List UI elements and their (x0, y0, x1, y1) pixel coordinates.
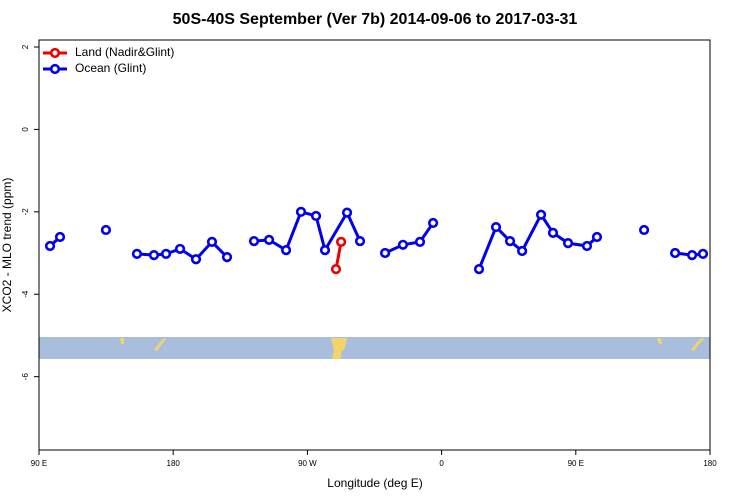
series-point (581, 240, 593, 252)
series-point (547, 227, 559, 238)
series-point (160, 248, 172, 259)
series-point (221, 252, 233, 263)
series-point (490, 221, 502, 233)
series-point (341, 207, 353, 218)
series-point (562, 238, 574, 249)
series-point (504, 235, 516, 247)
x-tick-label: 0 (439, 459, 444, 468)
y-tick-label: -2 (21, 208, 30, 216)
y-axis-label: XCO2 - MLO trend (ppm) (0, 178, 14, 313)
series-point (638, 224, 650, 236)
series-point (354, 235, 366, 247)
series-point (310, 210, 322, 222)
series-point (131, 248, 143, 259)
y-tick-label: 2 (21, 44, 30, 49)
legend-label: Land (Nadir&Glint) (75, 45, 174, 59)
series-point (206, 236, 218, 248)
x-tick-label: 90 W (298, 459, 317, 468)
legend-marker (49, 47, 61, 59)
y-tick-label: -6 (21, 373, 30, 381)
y-tick-label: -4 (21, 290, 30, 298)
x-tick-label: 90 E (31, 459, 47, 468)
series-point (248, 235, 260, 247)
series-line (384, 222, 435, 255)
series-point (148, 249, 160, 261)
series-point (428, 217, 439, 229)
x-axis-label: Longitude (deg E) (327, 476, 422, 490)
x-tick-label: 90 E (568, 459, 584, 468)
x-tick-label: 180 (167, 459, 181, 468)
x-tick-label: 180 (703, 459, 717, 468)
series-point (54, 231, 66, 243)
series-point (397, 239, 409, 250)
series-point (100, 224, 112, 236)
series-point (174, 243, 186, 255)
series-point (44, 240, 56, 252)
series-point (280, 245, 292, 256)
series-point (414, 236, 426, 248)
series-point (379, 247, 391, 259)
y-tick-label: 0 (21, 127, 30, 132)
series-point (591, 231, 603, 243)
series-point (335, 236, 347, 248)
series-point (319, 245, 331, 256)
series-point (190, 254, 202, 265)
ocean-strip (39, 337, 710, 359)
legend-label: Ocean (Glint) (75, 61, 146, 75)
series-point (670, 247, 681, 259)
series-point (295, 206, 307, 217)
map-strip (39, 337, 710, 359)
legend-marker (49, 63, 61, 75)
series-point (263, 234, 275, 245)
chart-title: 50S-40S September (Ver 7b) 2014-09-06 to… (173, 11, 578, 28)
series-point (697, 248, 709, 259)
series-point (535, 209, 547, 220)
series-point (473, 264, 485, 275)
series-point (330, 264, 342, 275)
series-point (517, 245, 528, 257)
plot-frame (38, 39, 711, 451)
series-point (687, 249, 698, 261)
